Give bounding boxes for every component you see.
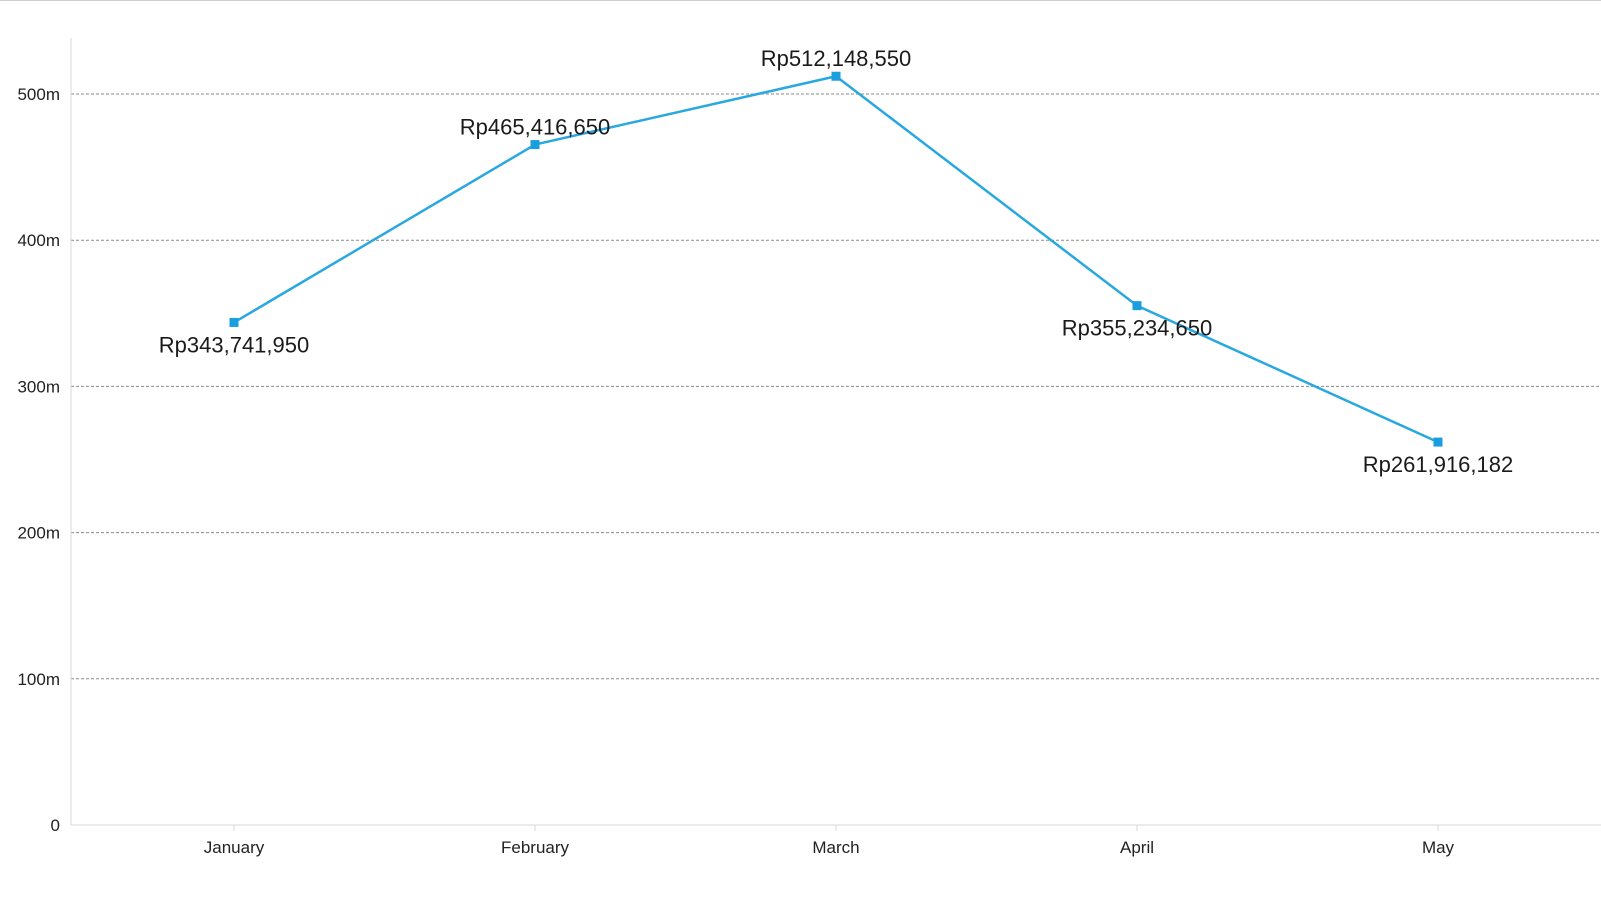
data-label: Rp343,741,950: [159, 332, 309, 357]
data-point-marker[interactable]: [530, 140, 540, 150]
series-layer: [229, 71, 1443, 447]
y-tick-label: 300m: [17, 377, 60, 396]
grid-layer: [71, 93, 1601, 680]
y-tick-label: 400m: [17, 231, 60, 250]
data-label: Rp355,234,650: [1062, 316, 1212, 341]
data-label: Rp261,916,182: [1363, 452, 1513, 477]
series-line: [233, 74, 1439, 444]
x-tick-label: April: [1120, 838, 1154, 857]
data-label: Rp465,416,650: [460, 115, 610, 140]
y-tick-label: 100m: [17, 670, 60, 689]
data-point-marker[interactable]: [831, 71, 841, 81]
y-tick-label: 500m: [17, 85, 60, 104]
axis-layer: 0 100m 200m 300m 400m 500m January February Marc…: [17, 38, 1601, 857]
data-point-marker[interactable]: [1433, 437, 1443, 447]
top-border: [0, 0, 1601, 1]
x-tick-label: May: [1422, 838, 1455, 857]
data-label: Rp512,148,550: [761, 46, 911, 71]
x-tick-label: March: [812, 838, 859, 857]
x-tick-label: February: [501, 838, 570, 857]
y-tick-label: 200m: [17, 524, 60, 543]
x-tick-label: January: [204, 838, 265, 857]
label-layer: Rp343,741,950 Rp465,416,650 Rp512,148,550 R…: [159, 46, 1513, 477]
y-tick-label: 0: [51, 816, 60, 835]
data-point-marker[interactable]: [1132, 301, 1142, 311]
data-point-marker[interactable]: [229, 317, 239, 327]
